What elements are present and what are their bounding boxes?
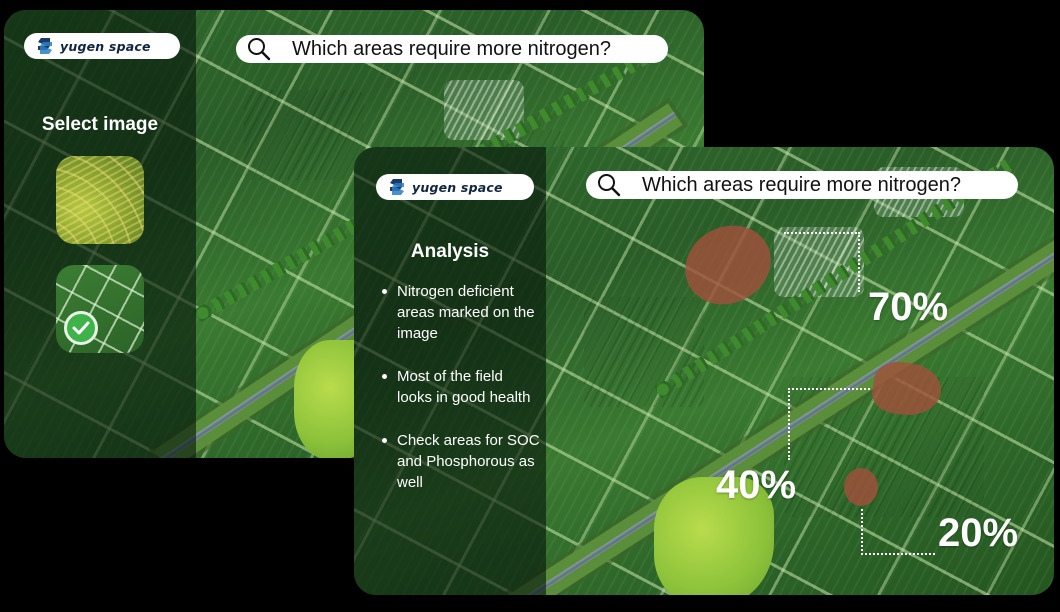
select-image-heading: Select image (41, 114, 159, 135)
yugen-logo-icon (390, 179, 404, 195)
analysis-heading: Analysis (410, 241, 490, 262)
brand-logo: yugen space (24, 33, 180, 59)
deficiency-percent-label: 40% (716, 463, 797, 507)
question-search-bar[interactable]: Which areas require more nitrogen? (586, 171, 1018, 199)
selected-check-icon (64, 311, 98, 345)
left-panel: yugen space Analysis Nitrogen deficient … (354, 147, 546, 595)
question-search-bar[interactable]: Which areas require more nitrogen? (236, 35, 668, 63)
deficiency-zone-marker (844, 468, 878, 506)
analysis-point: Most of the field looks in good health (382, 366, 542, 408)
green-field-grid-thumbnail[interactable] (56, 265, 144, 353)
left-panel: yugen space Select image (4, 10, 196, 458)
deficiency-percent-label: 20% (938, 511, 1019, 555)
leader-line (861, 553, 935, 555)
terraced-field-thumbnail[interactable] (56, 156, 144, 244)
search-query-text: Which areas require more nitrogen? (642, 173, 962, 196)
brand-name: yugen space (60, 38, 151, 54)
leader-line (788, 388, 870, 390)
analysis-point: Check areas for SOC and Phosphorous as w… (382, 430, 542, 493)
leader-line (861, 509, 863, 555)
leader-line (788, 388, 790, 460)
search-icon (598, 174, 621, 197)
analysis-list: Nitrogen deficient areas marked on the i… (382, 281, 542, 515)
leader-line (858, 232, 860, 292)
analysis-point: Nitrogen deficient areas marked on the i… (382, 281, 542, 344)
search-icon (248, 38, 271, 61)
brand-logo: yugen space (376, 174, 534, 200)
brand-name: yugen space (412, 179, 503, 195)
search-query-text: Which areas require more nitrogen? (292, 37, 612, 60)
deficiency-percent-label: 70% (868, 285, 949, 329)
leader-line (784, 232, 860, 234)
yugen-logo-icon (38, 38, 52, 54)
analysis-result-screen: yugen space Analysis Nitrogen deficient … (354, 147, 1054, 595)
